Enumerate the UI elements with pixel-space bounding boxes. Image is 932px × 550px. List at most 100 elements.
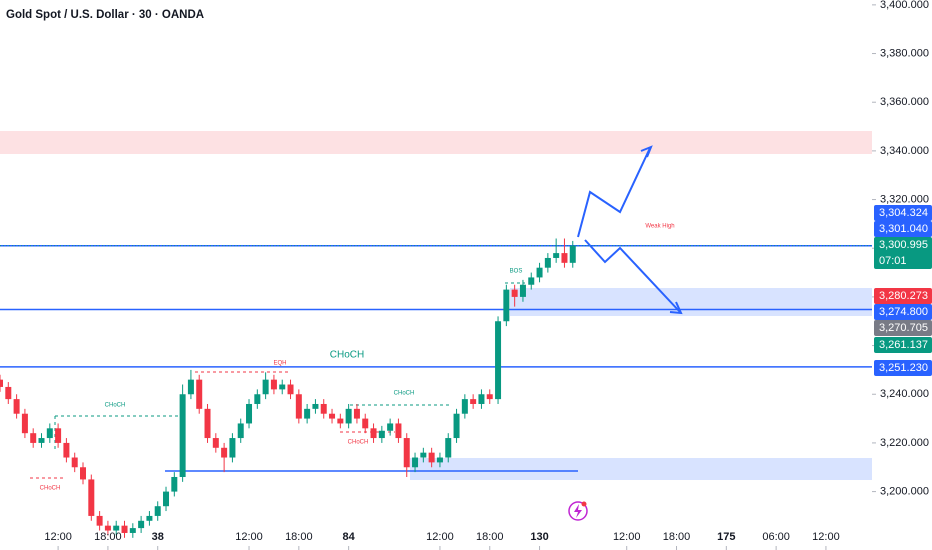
annotation: CHoCH (348, 440, 369, 446)
candle-body (403, 438, 410, 468)
candle-body (30, 433, 37, 443)
candle-body (5, 386, 12, 400)
candle-body (528, 277, 535, 285)
annotation: CHoCH (394, 391, 415, 397)
candle-body (420, 452, 427, 458)
x-tick-label: 38 (152, 531, 164, 543)
event-icon[interactable] (574, 504, 582, 518)
candle-body (246, 403, 253, 424)
candle-body (519, 284, 526, 297)
candle-body (96, 515, 103, 526)
y-tick-label: 3,380.000 (880, 47, 929, 59)
annotation: CHoCH (40, 486, 61, 492)
chart-title: Gold Spot / U.S. Dollar · 30 · OANDA (6, 9, 204, 21)
bearish-path (584, 239, 681, 313)
candle-body (138, 520, 145, 529)
price-badge-label: 3,251.230 (879, 362, 928, 374)
candle-body (146, 515, 153, 521)
candle-body (304, 408, 311, 419)
y-tick-label: 3,220.000 (880, 437, 929, 449)
candle-body (511, 289, 518, 297)
event-dot (581, 501, 587, 507)
candle-body (0, 379, 3, 387)
event-icon[interactable] (568, 501, 588, 521)
candle-body (544, 257, 551, 268)
x-tick-label: 18:00 (663, 531, 691, 543)
candle-body (345, 408, 352, 424)
x-tick-label: 84 (343, 531, 356, 543)
candle-body (378, 430, 385, 439)
candle-body (179, 394, 186, 477)
candle-body (320, 403, 327, 414)
price-badge (874, 237, 932, 269)
y-tick-label: 3,360.000 (880, 96, 929, 108)
x-tick-label: 12:00 (613, 531, 641, 543)
candle-body (312, 403, 319, 409)
candle-body (395, 423, 402, 439)
candle-body (104, 525, 111, 531)
candle-body (13, 399, 20, 414)
annotation: EQH (273, 361, 286, 367)
annotation: CHoCH (330, 350, 364, 361)
x-tick-label: 130 (530, 531, 548, 543)
candle-body (221, 447, 228, 458)
candle-body (212, 438, 219, 448)
y-tick-label: 3,200.000 (880, 485, 929, 497)
annotation: Weak High (645, 224, 674, 230)
candle-body (21, 413, 28, 434)
price-badge-label: 3,274.800 (879, 306, 928, 318)
candle-body (154, 506, 161, 516)
x-tick-label: 06:00 (762, 531, 790, 543)
price-badge (874, 360, 932, 376)
candle-body (370, 428, 377, 439)
x-tick-label: 12:00 (44, 531, 72, 543)
candle-body (46, 428, 53, 439)
candle-body (412, 457, 419, 468)
candle-body (295, 394, 302, 419)
candle-body (436, 457, 443, 463)
countdown: 07:01 (879, 255, 907, 267)
arrow-head (640, 145, 653, 158)
price-badge-label: 3,304.324 (879, 207, 928, 219)
candle-body (553, 253, 560, 258)
price-badge (874, 304, 932, 320)
candle-body (254, 394, 261, 404)
candle-body (561, 253, 568, 263)
y-tick-label: 3,240.000 (880, 388, 929, 400)
candle-body (287, 384, 294, 395)
candle-body (353, 408, 360, 419)
candle-body (503, 289, 510, 322)
arrow-head (669, 301, 683, 315)
x-tick-label: 175 (717, 531, 735, 543)
candle-body (63, 442, 70, 458)
bullish-path (577, 147, 651, 238)
candle-body (536, 267, 543, 278)
candle-body (486, 394, 493, 400)
candle-body (229, 438, 236, 458)
candle-body (171, 476, 178, 492)
candle-body (362, 418, 369, 429)
candle-body (204, 408, 211, 439)
candle-body (38, 438, 45, 443)
candle-body (470, 399, 477, 404)
price-badge-label: 3,280.273 (879, 290, 928, 302)
price-badge (874, 221, 932, 237)
x-tick-label: 18:00 (94, 531, 122, 543)
candle-body (329, 413, 336, 419)
candle-body (55, 428, 62, 443)
demand-zone (410, 458, 872, 480)
supply-zone (0, 131, 872, 154)
price-badge-label: 3,270.705 (879, 322, 928, 334)
x-tick-label: 12:00 (426, 531, 454, 543)
y-tick-label: 3,320.000 (880, 193, 929, 205)
candle-body (478, 394, 485, 404)
price-badge-label: 3,301.040 (879, 223, 928, 235)
price-badge (874, 337, 932, 353)
price-axis (872, 0, 932, 550)
candle-body (163, 491, 170, 507)
candle-body (569, 245, 576, 263)
candle-body (80, 467, 87, 480)
annotation: CHoCH (105, 403, 126, 409)
candle-body (279, 384, 286, 390)
